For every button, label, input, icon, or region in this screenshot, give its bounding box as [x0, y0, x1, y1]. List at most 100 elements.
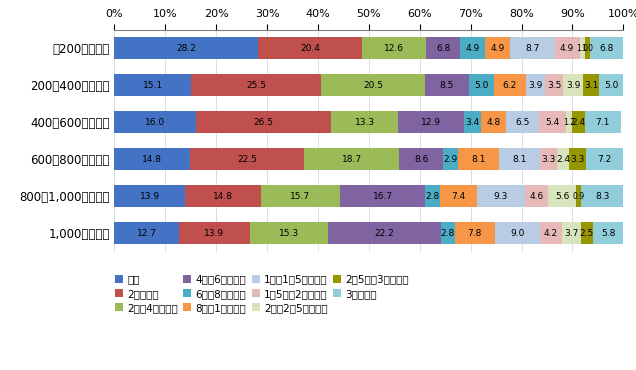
Text: 8.7: 8.7: [525, 44, 540, 53]
Bar: [572, 111, 584, 133]
Text: 15.7: 15.7: [291, 192, 310, 201]
Bar: [304, 148, 399, 170]
Bar: [481, 111, 506, 133]
Bar: [510, 37, 555, 59]
Text: 0.9: 0.9: [572, 192, 585, 201]
Text: 13.9: 13.9: [204, 229, 225, 238]
Text: 2.9: 2.9: [443, 155, 458, 164]
Bar: [340, 185, 425, 207]
Bar: [464, 111, 481, 133]
Text: 7.8: 7.8: [467, 229, 482, 238]
Text: 22.2: 22.2: [374, 229, 394, 238]
Bar: [569, 148, 586, 170]
Text: 1.2: 1.2: [563, 118, 576, 127]
Text: 3.1: 3.1: [584, 81, 598, 90]
Text: 4.8: 4.8: [487, 118, 501, 127]
Bar: [599, 74, 625, 96]
Text: 3.3: 3.3: [570, 155, 585, 164]
Text: 26.5: 26.5: [253, 118, 273, 127]
Bar: [425, 185, 439, 207]
Text: 4.2: 4.2: [544, 229, 558, 238]
Text: 16.7: 16.7: [373, 192, 393, 201]
Text: 25.5: 25.5: [246, 81, 266, 90]
Text: 9.0: 9.0: [510, 229, 525, 238]
Text: 12.6: 12.6: [384, 44, 404, 53]
Text: 2.4: 2.4: [571, 118, 586, 127]
Bar: [258, 37, 362, 59]
Bar: [114, 185, 185, 207]
Text: 7.1: 7.1: [595, 118, 610, 127]
Text: 8.1: 8.1: [513, 155, 527, 164]
Bar: [250, 222, 328, 244]
Bar: [460, 37, 485, 59]
Bar: [576, 185, 581, 207]
Bar: [439, 185, 477, 207]
Text: 13.3: 13.3: [354, 118, 375, 127]
Text: 4.9: 4.9: [491, 44, 505, 53]
Bar: [179, 222, 250, 244]
Bar: [114, 148, 190, 170]
Bar: [261, 185, 340, 207]
Bar: [362, 37, 426, 59]
Text: 14.8: 14.8: [213, 192, 233, 201]
Bar: [458, 148, 499, 170]
Bar: [590, 37, 625, 59]
Text: 6.8: 6.8: [600, 44, 614, 53]
Bar: [399, 148, 443, 170]
Bar: [477, 185, 525, 207]
Bar: [548, 185, 576, 207]
Bar: [583, 74, 599, 96]
Text: 2.5: 2.5: [580, 229, 594, 238]
Bar: [581, 222, 593, 244]
Bar: [586, 148, 623, 170]
Bar: [557, 148, 569, 170]
Text: 15.1: 15.1: [143, 81, 163, 90]
Bar: [566, 111, 572, 133]
Text: 7.2: 7.2: [597, 155, 612, 164]
Bar: [425, 74, 469, 96]
Bar: [426, 37, 460, 59]
Bar: [494, 74, 525, 96]
Text: 8.6: 8.6: [414, 155, 429, 164]
Text: 14.8: 14.8: [142, 155, 162, 164]
Bar: [541, 222, 562, 244]
Bar: [593, 222, 623, 244]
Text: 18.7: 18.7: [342, 155, 362, 164]
Bar: [495, 222, 541, 244]
Bar: [563, 74, 583, 96]
Bar: [331, 111, 398, 133]
Text: 5.6: 5.6: [555, 192, 569, 201]
Bar: [525, 185, 548, 207]
Bar: [114, 111, 196, 133]
Bar: [499, 148, 541, 170]
Text: 4.9: 4.9: [560, 44, 574, 53]
Text: 2.8: 2.8: [425, 192, 439, 201]
Text: 16.0: 16.0: [145, 118, 165, 127]
Text: 2.4: 2.4: [556, 155, 570, 164]
Text: 5.0: 5.0: [604, 81, 619, 90]
Legend: なし, 2千円未満, 2千～4千円未満, 4千～6千円未満, 6千～8千円未満, 8千～1万円未満, 1万～1万5千円未満, 1万5千～2万円未満, 2万～2万: なし, 2千円未満, 2千～4千円未満, 4千～6千円未満, 6千～8千円未満,…: [114, 275, 409, 313]
Bar: [546, 74, 563, 96]
Bar: [190, 148, 304, 170]
Text: 2.8: 2.8: [441, 229, 455, 238]
Bar: [525, 74, 546, 96]
Text: 3.7: 3.7: [564, 229, 578, 238]
Bar: [469, 74, 494, 96]
Text: 3.4: 3.4: [466, 118, 480, 127]
Text: 3.5: 3.5: [547, 81, 562, 90]
Text: 3.9: 3.9: [566, 81, 581, 90]
Bar: [562, 222, 581, 244]
Text: 6.8: 6.8: [436, 44, 450, 53]
Text: 9.3: 9.3: [494, 192, 508, 201]
Text: 13.9: 13.9: [140, 192, 160, 201]
Text: 4.9: 4.9: [466, 44, 480, 53]
Text: 22.5: 22.5: [237, 155, 257, 164]
Text: 15.3: 15.3: [279, 229, 299, 238]
Bar: [555, 37, 579, 59]
Bar: [579, 37, 584, 59]
Text: 8.5: 8.5: [439, 81, 454, 90]
Bar: [114, 74, 191, 96]
Bar: [114, 222, 179, 244]
Text: 5.0: 5.0: [474, 81, 488, 90]
Text: 3.9: 3.9: [529, 81, 543, 90]
